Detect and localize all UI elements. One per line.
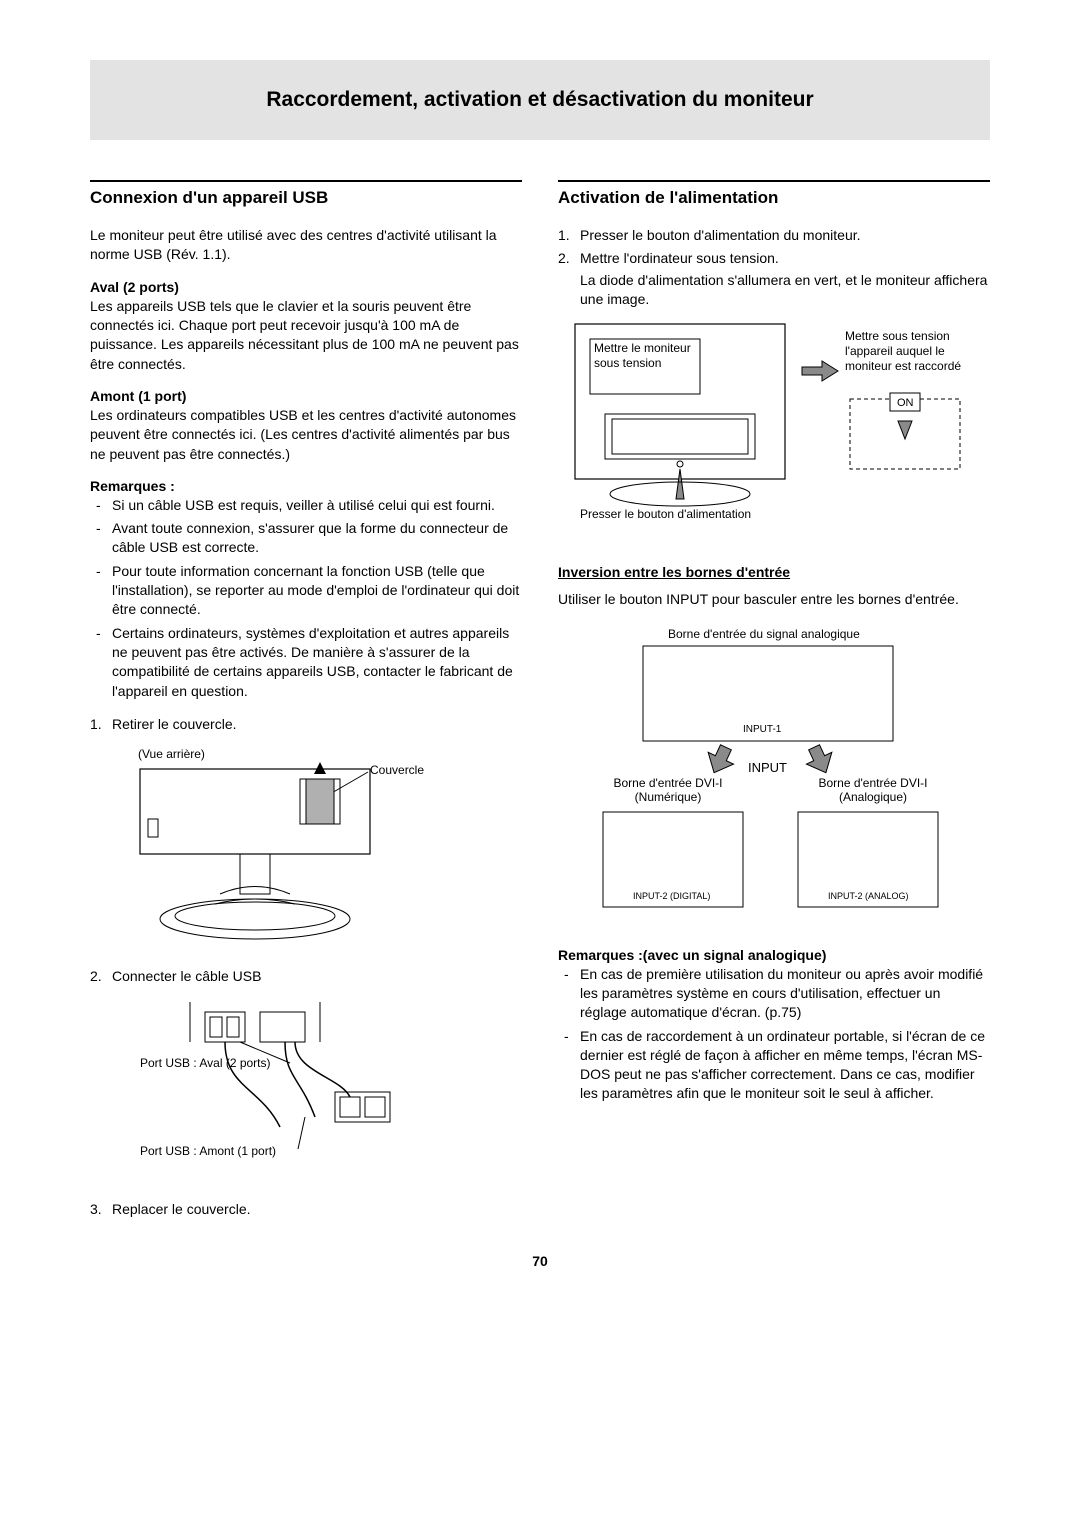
step2-text: Connecter le câble USB xyxy=(112,968,261,984)
inversion-heading: Inversion entre les bornes d'entrée xyxy=(558,564,990,580)
step1-text: Retirer le couvercle. xyxy=(112,716,237,732)
on-label: ON xyxy=(897,397,914,409)
right-heading: Activation de l'alimentation xyxy=(558,180,990,208)
power-on-diagram: Mettre le moniteur sous tension Mettre s… xyxy=(558,319,990,544)
page-number: 70 xyxy=(90,1253,990,1269)
right-column: Activation de l'alimentation 1.Presser l… xyxy=(558,180,990,1223)
left-column: Connexion d'un appareil USB Le moniteur … xyxy=(90,180,522,1223)
usb-steps-3: 3.Replacer le couvercle. xyxy=(90,1200,522,1219)
pstep2-body: La diode d'alimentation s'allumera en ve… xyxy=(580,271,990,310)
amont-title: Amont (1 port) xyxy=(90,388,522,404)
device-on-label: Mettre sous tension l'appareil auquel le… xyxy=(845,329,965,374)
banner-title: Raccordement, activation et désactivatio… xyxy=(110,88,970,112)
page-banner: Raccordement, activation et désactivatio… xyxy=(90,60,990,140)
inversion-body: Utiliser le bouton INPUT pour basculer e… xyxy=(558,590,990,609)
port-amont-label: Port USB : Amont (1 port) xyxy=(140,1144,276,1158)
analog-note-item: En cas de première utilisation du monite… xyxy=(558,965,990,1023)
power-step-2: 2.Mettre l'ordinateur sous tension. La d… xyxy=(558,249,990,309)
rear-view-label: (Vue arrière) xyxy=(138,747,205,761)
note-item: Si un câble USB est requis, veiller à ut… xyxy=(90,496,522,515)
input-switch-diagram: Borne d'entrée du signal analogique INPU… xyxy=(558,624,990,929)
power-steps: 1.Presser le bouton d'alimentation du mo… xyxy=(558,226,990,309)
power-step-1: 1.Presser le bouton d'alimentation du mo… xyxy=(558,226,990,245)
input-btn-label: INPUT xyxy=(748,760,787,775)
usb-steps-2: 2.Connecter le câble USB xyxy=(90,967,522,986)
left-heading: Connexion d'un appareil USB xyxy=(90,180,522,208)
aval-title: Aval (2 ports) xyxy=(90,279,522,295)
press-power-label: Presser le bouton d'alimentation xyxy=(580,507,780,521)
step-1: 1.Retirer le couvercle. xyxy=(90,715,522,734)
notes-label: Remarques : xyxy=(90,478,522,494)
rear-view-diagram: (Vue arrière) Couvercle xyxy=(90,744,522,949)
port-aval-label: Port USB : Aval (2 ports) xyxy=(140,1056,271,1070)
aval-body: Les appareils USB tels que le clavier et… xyxy=(90,297,522,374)
step-3: 3.Replacer le couvercle. xyxy=(90,1200,522,1219)
note-item: Avant toute connexion, s'assurer que la … xyxy=(90,519,522,558)
step3-text: Replacer le couvercle. xyxy=(112,1201,251,1217)
cover-label: Couvercle xyxy=(370,763,424,777)
step-2: 2.Connecter le câble USB xyxy=(90,967,522,986)
analog-notes-label: Remarques :(avec un signal analogique) xyxy=(558,947,990,963)
monitor-on-label: Mettre le moniteur sous tension xyxy=(594,341,696,371)
dvi-analog-label: Borne d'entrée DVI-I (Analogique) xyxy=(798,776,948,805)
input1-label: INPUT-1 xyxy=(743,724,782,735)
analog-signal-label: Borne d'entrée du signal analogique xyxy=(668,627,860,641)
pstep1-text: Presser le bouton d'alimentation du moni… xyxy=(580,227,861,243)
pstep2-text: Mettre l'ordinateur sous tension. xyxy=(580,250,779,266)
analog-note-item: En cas de raccordement à un ordinateur p… xyxy=(558,1027,990,1104)
two-column-layout: Connexion d'un appareil USB Le moniteur … xyxy=(90,180,990,1223)
left-intro: Le moniteur peut être utilisé avec des c… xyxy=(90,226,522,265)
dvi-digital-label: Borne d'entrée DVI-I (Numérique) xyxy=(593,776,743,805)
notes-list: Si un câble USB est requis, veiller à ut… xyxy=(90,496,522,701)
analog-notes-list: En cas de première utilisation du monite… xyxy=(558,965,990,1104)
input2-analog-label: INPUT-2 (ANALOG) xyxy=(828,891,909,901)
amont-body: Les ordinateurs compatibles USB et les c… xyxy=(90,406,522,464)
usb-steps: 1.Retirer le couvercle. xyxy=(90,715,522,734)
note-item: Pour toute information concernant la fon… xyxy=(90,562,522,620)
usb-ports-diagram: Port USB : Aval (2 ports) Port USB : Amo… xyxy=(90,997,522,1182)
input2-digital-label: INPUT-2 (DIGITAL) xyxy=(633,891,710,901)
note-item: Certains ordinateurs, systèmes d'exploit… xyxy=(90,624,522,701)
